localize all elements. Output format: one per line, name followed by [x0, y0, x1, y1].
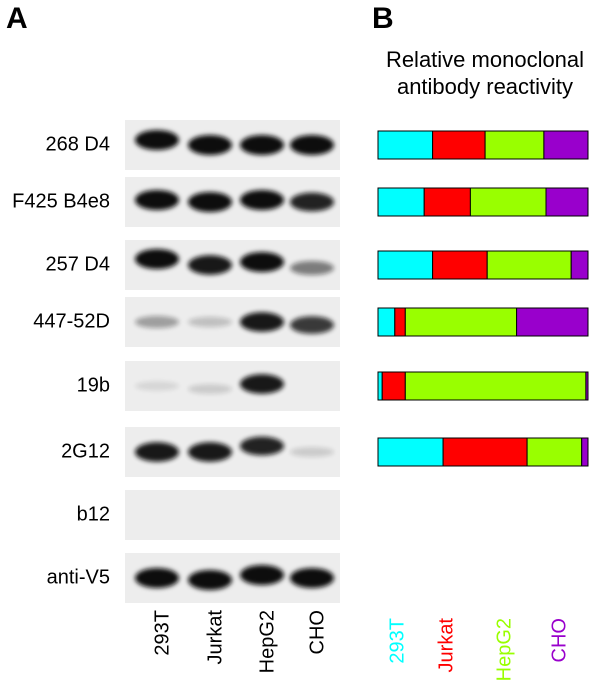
row-label: b12	[77, 503, 110, 525]
blot-band	[135, 442, 179, 462]
lane-label: 293T	[151, 610, 173, 656]
bar-segment	[486, 250, 572, 280]
row-label: anti-V5	[47, 566, 110, 588]
row-label: 268 D4	[46, 133, 111, 155]
blot-band	[240, 565, 284, 585]
blot-band	[290, 568, 334, 588]
bar-segment	[404, 371, 587, 401]
blot-band	[135, 130, 179, 150]
bar-segment	[404, 307, 518, 337]
blot-band	[135, 568, 179, 588]
row-label: 19b	[77, 374, 110, 396]
bar-segment	[377, 371, 383, 401]
blot-band	[188, 442, 232, 462]
bar-segment	[377, 187, 425, 217]
bar-segment	[585, 371, 589, 401]
bar-segment	[581, 437, 589, 467]
chart-title: Relative monoclonal antibody reactivity	[385, 47, 585, 99]
bar-segment	[423, 187, 471, 217]
blot-band	[290, 447, 334, 457]
bar-segment	[394, 307, 406, 337]
blot-band	[240, 374, 284, 394]
blot-band	[188, 135, 232, 155]
legend-entry: 293T	[386, 618, 408, 664]
blot-band	[188, 570, 232, 590]
legend-entry: Jurkat	[435, 618, 457, 673]
row-label: 2G12	[61, 440, 110, 462]
bar-segment	[377, 437, 444, 467]
row-label: 447-52D	[33, 310, 110, 332]
bar-segment	[377, 307, 396, 337]
blot-band	[290, 135, 334, 155]
lane-label: CHO	[306, 610, 328, 654]
blot-band	[240, 252, 284, 272]
bar-segment	[484, 130, 545, 160]
blot-band	[188, 384, 232, 394]
bar-segment	[570, 250, 589, 280]
blot-band	[240, 135, 284, 155]
bar-segment	[526, 437, 583, 467]
bar-segment	[432, 250, 488, 280]
bar-segment	[442, 437, 528, 467]
blot-band	[188, 316, 232, 328]
bar-segment	[432, 130, 486, 160]
bar-segment	[469, 187, 547, 217]
lane-label: Jurkat	[204, 610, 226, 665]
bar-segment	[545, 187, 589, 217]
bar-segment	[377, 130, 434, 160]
panel-label: A	[6, 2, 28, 35]
blot-band	[135, 190, 179, 210]
blot-band	[188, 192, 232, 212]
lane-label: HepG2	[256, 610, 278, 673]
panel-label: B	[372, 2, 394, 35]
blot-band	[240, 312, 284, 332]
bar-segment	[377, 250, 434, 280]
row-label: 257 D4	[46, 253, 111, 275]
bar-segment	[543, 130, 589, 160]
blot-band	[290, 316, 334, 334]
blot-band	[290, 261, 334, 275]
blot-band	[135, 381, 179, 391]
blot-band	[290, 192, 334, 212]
row-label: F425 B4e8	[12, 190, 110, 212]
blot-band	[240, 436, 284, 456]
legend-entry: CHO	[548, 618, 570, 662]
blot-band	[240, 190, 284, 210]
blot-strip	[125, 490, 340, 540]
blot-band	[135, 315, 179, 329]
legend-entry: HepG2	[493, 618, 515, 681]
blot-band	[135, 249, 179, 269]
bar-segment	[516, 307, 589, 337]
blot-band	[188, 255, 232, 275]
bar-segment	[381, 371, 406, 401]
